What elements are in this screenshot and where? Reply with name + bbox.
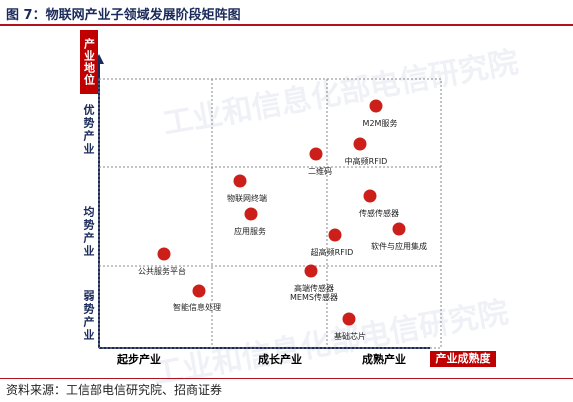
figure-title: 图 7：物联网产业子领域发展阶段矩阵图 bbox=[6, 8, 241, 23]
y-level-weak: 弱势产业 bbox=[82, 290, 95, 342]
point-dot-mems bbox=[304, 264, 318, 278]
point-label-sensor: 传感传感器 bbox=[359, 209, 399, 218]
point-label-software: 软件与应用集成 bbox=[371, 242, 427, 251]
source-rule bbox=[0, 378, 573, 379]
x-level-mature: 成熟产业 bbox=[362, 353, 406, 366]
x-level-starting: 起步产业 bbox=[117, 353, 161, 366]
point-dot-public-platform bbox=[157, 247, 171, 261]
point-label-intel-processing: 智能信息处理 bbox=[173, 303, 221, 312]
point-dot-chip bbox=[342, 312, 356, 326]
point-label-iot-terminal: 物联网终端 bbox=[227, 194, 267, 203]
point-dot-qrcode bbox=[309, 147, 323, 161]
point-label-mid-rfid: 中高频RFID bbox=[344, 157, 388, 166]
y-axis-badge: 产业地位 bbox=[80, 30, 98, 94]
point-dot-iot-terminal bbox=[233, 174, 247, 188]
x-level-growing: 成长产业 bbox=[258, 353, 302, 366]
point-label-mems: 高端传感器 MEMS传感器 bbox=[290, 284, 338, 302]
y-level-balanced: 均势产业 bbox=[82, 206, 95, 258]
point-label-uhf-rfid: 超高频RFID bbox=[310, 248, 354, 257]
point-dot-mid-rfid bbox=[353, 137, 367, 151]
point-dot-app-service bbox=[244, 207, 258, 221]
grid-frame bbox=[98, 78, 442, 349]
x-axis-badge: 产业成熟度 bbox=[430, 351, 496, 367]
point-label-chip: 基础芯片 bbox=[334, 332, 366, 341]
point-dot-software bbox=[392, 222, 406, 236]
point-label-m2m: M2M服务 bbox=[362, 119, 398, 128]
title-rule bbox=[0, 24, 573, 26]
point-label-app-service: 应用服务 bbox=[234, 227, 266, 236]
source-note: 资料来源：工信部电信研究院、招商证券 bbox=[6, 383, 223, 397]
point-dot-sensor bbox=[363, 189, 377, 203]
point-dot-m2m bbox=[369, 99, 383, 113]
point-label-qrcode: 二维码 bbox=[308, 167, 332, 176]
point-label-public-platform: 公共服务平台 bbox=[138, 267, 186, 276]
point-dot-intel-processing bbox=[192, 284, 206, 298]
y-level-advantage: 优势产业 bbox=[82, 104, 95, 156]
point-dot-uhf-rfid bbox=[328, 228, 342, 242]
